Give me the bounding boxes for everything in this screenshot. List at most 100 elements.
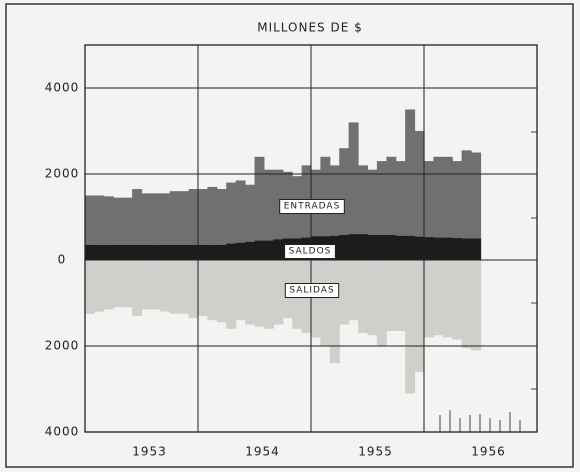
step-bar [113,244,124,260]
step-bar [433,260,444,336]
step-bar [198,260,208,316]
step-bar [188,244,199,260]
step-bar [132,260,143,316]
step-bar [358,234,369,260]
step-bar [85,195,95,260]
series-label: SALIDAS [284,283,340,298]
step-bar [188,189,199,260]
step-bar [179,191,190,260]
step-bar [367,235,378,260]
series-label-text: ENTRADAS [284,202,341,212]
step-bar [386,235,397,260]
step-bar [226,182,237,260]
series-label: SALDOS [284,244,336,259]
step-bar [94,260,105,312]
step-bar [132,244,143,260]
step-bar [85,260,95,314]
step-bar [442,260,453,338]
step-bar [471,260,482,351]
step-bar [282,171,293,260]
step-bar [358,165,369,260]
step-bar [85,244,95,260]
plot-area [85,109,482,394]
step-bar [235,260,246,321]
step-bar [103,260,114,310]
step-bar [179,244,190,260]
step-bar [207,186,218,260]
y-tick-label: 4000 [45,81,80,95]
step-bar [348,234,359,260]
step-bar [329,260,340,364]
step-bar [471,238,482,260]
step-bar [405,235,416,260]
step-bar [254,260,265,327]
decor-ticks [439,131,537,432]
step-bar [188,260,199,319]
y-tick-label: 2000 [45,339,80,353]
step-bar [442,237,453,260]
step-bar [103,196,114,260]
step-bar [245,260,256,325]
step-bar [292,176,303,260]
step-bar [311,169,321,260]
step-bar [273,239,284,260]
step-bar [122,260,133,308]
step-bar [386,260,397,331]
step-bar [169,244,180,260]
step-bar [207,260,218,321]
step-bar [122,197,133,260]
step-bar [263,240,274,260]
y-tick-label: 0 [58,253,67,267]
step-bar [226,243,237,260]
step-bar [386,156,397,260]
step-bar [150,244,161,260]
step-bar [433,156,444,260]
y-tick-label: 2000 [45,167,80,181]
step-bar [141,244,152,260]
step-bar [461,238,472,260]
step-bar [395,235,406,260]
step-bar [254,156,265,260]
step-bar [94,244,105,260]
step-bar [235,180,246,260]
step-bar [424,161,434,260]
step-bar [216,260,227,323]
step-bar [320,260,331,346]
step-bar [150,260,161,310]
step-bar [424,260,434,338]
step-bar [405,260,416,394]
step-bar [358,260,369,334]
step-bar [424,237,434,260]
series-label-text: SALIDAS [289,286,334,296]
step-bar [141,193,152,260]
step-bar [94,195,105,260]
step-bar [414,131,425,260]
series-label-box [284,283,340,298]
step-bar [452,238,463,260]
y-tick-label: 4000 [45,425,80,439]
step-bar [376,235,387,260]
step-bar [405,109,416,260]
series-label-text: SALDOS [289,247,332,257]
x-tick-label: 1953 [132,445,167,459]
step-bar [169,191,180,260]
step-bar [235,242,246,260]
step-bar [122,244,133,260]
step-bar [216,244,227,260]
step-bar [132,189,143,260]
step-bar [367,260,378,336]
x-tick-label: 1955 [358,445,393,459]
step-bar [245,241,256,260]
step-bar [414,260,425,372]
step-bar [433,237,444,260]
step-bar [160,260,171,312]
step-bar [150,193,161,260]
step-bar [452,161,463,260]
step-bar [113,260,124,308]
step-bar [471,152,482,260]
step-bar [263,260,274,329]
step-bar [348,122,359,261]
step-bar [273,169,284,260]
step-bar [103,244,114,260]
outer-frame [5,3,574,468]
